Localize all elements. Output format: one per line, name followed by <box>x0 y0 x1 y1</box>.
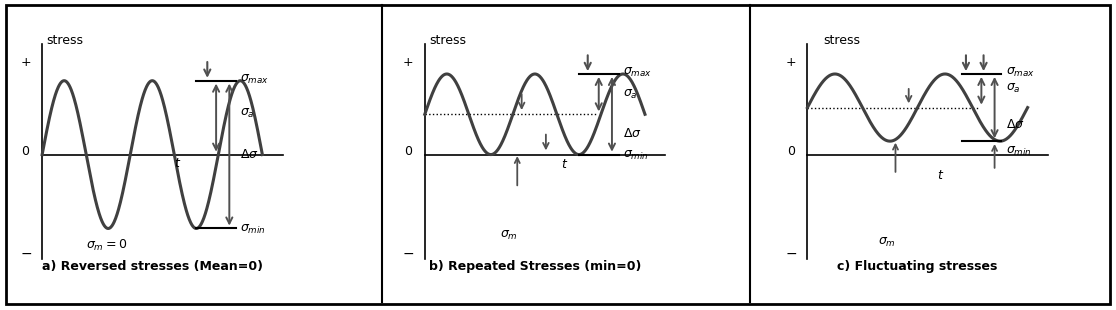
Text: $-$: $-$ <box>785 246 797 260</box>
Text: $\sigma_a$: $\sigma_a$ <box>1006 82 1020 95</box>
Text: a) Reversed stresses (Mean=0): a) Reversed stresses (Mean=0) <box>41 260 262 273</box>
Text: $t$: $t$ <box>937 169 944 182</box>
Text: $t$: $t$ <box>561 158 568 171</box>
Text: stress: stress <box>47 34 84 47</box>
Text: $\sigma_{max}$: $\sigma_{max}$ <box>240 73 269 86</box>
Text: $\sigma_m$: $\sigma_m$ <box>500 229 518 242</box>
Text: stress: stress <box>430 34 466 47</box>
Text: +: + <box>786 56 796 69</box>
Text: $\Delta\sigma$: $\Delta\sigma$ <box>1006 118 1024 131</box>
Text: $\sigma_m = 0$: $\sigma_m = 0$ <box>86 238 127 253</box>
Text: $-$: $-$ <box>20 246 31 260</box>
Text: $t$: $t$ <box>174 157 182 170</box>
Text: $\sigma_{max}$: $\sigma_{max}$ <box>623 66 652 79</box>
Text: $-$: $-$ <box>402 246 414 260</box>
Text: 0: 0 <box>21 145 30 158</box>
Text: $\sigma_{min}$: $\sigma_{min}$ <box>1006 145 1031 158</box>
Text: $\sigma_{min}$: $\sigma_{min}$ <box>240 223 266 236</box>
Text: +: + <box>403 56 414 69</box>
Text: $\sigma_{max}$: $\sigma_{max}$ <box>1006 66 1035 79</box>
Text: $\sigma_{min}$: $\sigma_{min}$ <box>623 149 648 162</box>
Text: $\sigma_m$: $\sigma_m$ <box>878 236 896 249</box>
Text: stress: stress <box>822 34 859 47</box>
Text: $\Delta\sigma$: $\Delta\sigma$ <box>623 126 642 140</box>
Text: 0: 0 <box>787 145 795 158</box>
Text: 0: 0 <box>404 145 412 158</box>
Text: b) Repeated Stresses (min=0): b) Repeated Stresses (min=0) <box>429 260 641 273</box>
Text: $\Delta\sigma$: $\Delta\sigma$ <box>240 148 259 161</box>
Text: $\sigma_a$: $\sigma_a$ <box>240 107 256 120</box>
Text: $\sigma_a$: $\sigma_a$ <box>623 88 637 101</box>
Text: +: + <box>20 56 31 69</box>
Text: c) Fluctuating stresses: c) Fluctuating stresses <box>837 260 998 273</box>
